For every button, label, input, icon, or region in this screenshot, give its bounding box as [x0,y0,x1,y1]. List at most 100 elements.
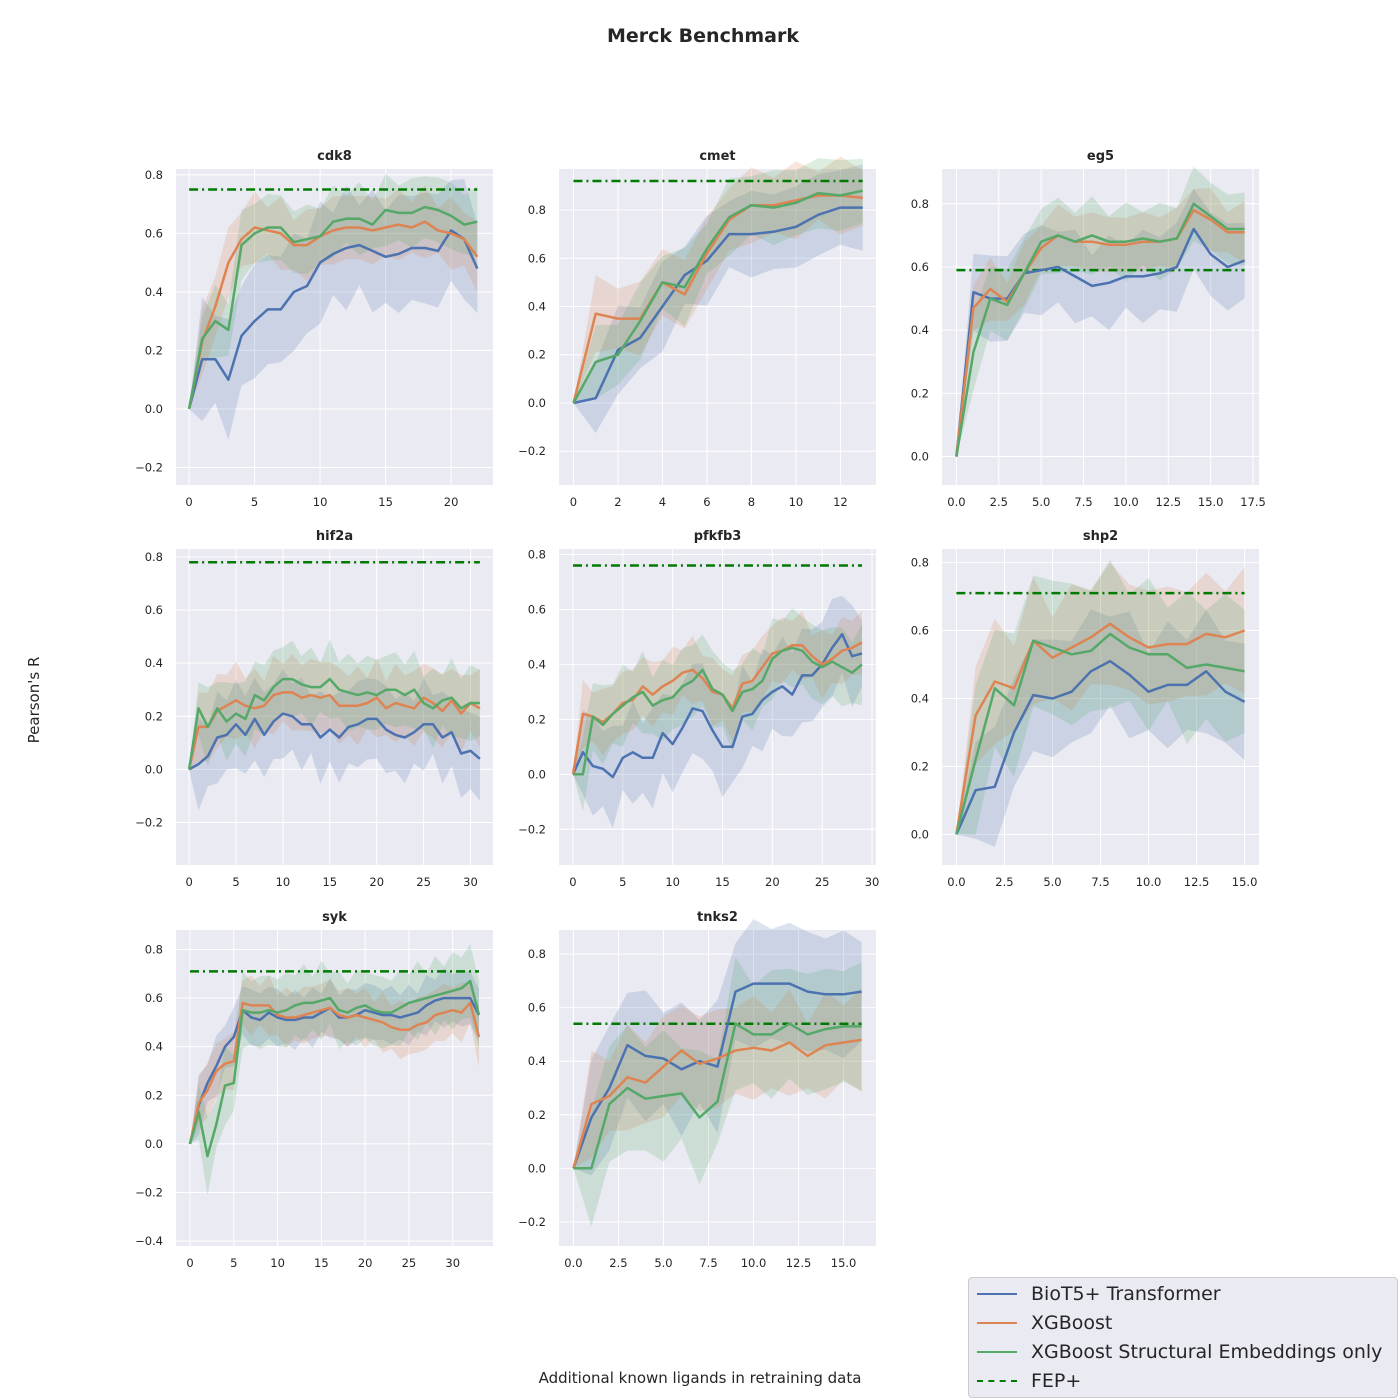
x-tick-label: 17.5 [1240,495,1266,509]
x-tick-label: 5.0 [1032,495,1050,509]
line-biot5 [187,229,479,410]
legend-label-fep: FEP+ [1031,1370,1082,1392]
plot-area [176,549,493,865]
x-tick-label: 7.5 [1074,495,1092,509]
band-xgboost [573,987,862,1169]
line-xgb-struct [573,1022,862,1170]
figure-x-axis-label: Additional known ligands in retraining d… [539,1369,862,1387]
line-xgboost [188,1001,481,1145]
y-tick-label: 0.6 [911,260,929,274]
x-tick-label: 25 [402,1256,417,1270]
y-tick-label: 0.6 [145,603,163,617]
band-xgboost [956,188,1245,457]
band-xgb-struct [189,639,480,770]
x-tick-label: 7.5 [1091,875,1109,889]
band-biot5 [189,668,480,811]
legend: BioT5+ Transformer XGBoost XGBoost Struc… [968,1277,1398,1398]
band-biot5 [956,188,1245,457]
legend-label-xgb-struct: XGBoost Structural Embeddings only [1031,1341,1383,1363]
subplot-title: shp2 [1083,529,1118,544]
x-tick-label: 8 [748,495,755,509]
x-tick-label: 5 [230,1256,237,1270]
y-tick-label: −0.2 [135,816,163,830]
x-tick-label: 10.0 [1136,875,1162,889]
x-tick-label: 10 [789,495,804,509]
x-tick-label: 15 [378,495,393,509]
y-tick-label: 0.8 [145,550,163,564]
x-tick-label: 5.0 [1043,875,1061,889]
subplot-tnks2: 0.0 2.5 5.0 7.5 10.0 12.5 15.0 −0.2 0.0 0.2 0.4 0.6… [518,910,876,1270]
band-xgb-struct [573,608,862,812]
legend-item-xgb-struct: XGBoost Structural Embeddings only [969,1338,1397,1367]
x-tick-label: 30 [865,875,880,889]
line-xgboost [572,194,863,404]
subplot-title: pfkfb3 [694,529,742,544]
y-tick-label: 0.6 [528,1001,546,1015]
y-tick-label: 0.4 [528,657,546,671]
legend-item-biot5: BioT5+ Transformer [969,1280,1397,1309]
y-tick-label: 0.8 [528,547,546,561]
line-biot5 [188,712,481,771]
x-tick-label: 5.0 [654,1256,672,1270]
line-xgb-struct [955,202,1245,457]
x-tick-label: 0.0 [564,1256,582,1270]
band-xgboost [189,654,480,770]
y-tick-label: 0.2 [145,709,163,723]
band-biot5 [573,595,862,829]
y-tick-label: 0.8 [911,556,929,570]
y-tick-label: −0.2 [135,460,163,474]
subplot-syk: 0 5 10 15 20 25 30 −0.4 −0.2 0.0 0.2 0.4 0.6 0.8 syk [135,910,493,1270]
x-tick-label: 0 [185,875,192,889]
subplot-grid: 0 5 10 15 20 −0.2 0.0 0.2 0.4 0.6 0.8 cdk8 0 2 4 6 8 10 12… [135,149,1266,1270]
x-tick-label: 0 [569,875,576,889]
subplot-title: hif2a [316,529,353,544]
y-tick-label: 0.6 [911,624,929,638]
x-tick-label: 20 [369,875,384,889]
y-tick-label: 0.4 [911,323,929,337]
x-tick-label: 4 [659,495,666,509]
y-tick-label: 0.0 [911,827,929,841]
legend-item-fep: FEP+ [969,1367,1397,1396]
band-xgb-struct [956,559,1245,835]
subplot-shp2: 0.0 2.5 5.0 7.5 10.0 12.5 15.0 0.0 0.2 0.4 0.6 0.8 s… [911,529,1259,889]
y-tick-label: 0.0 [145,762,163,776]
x-tick-label: 15 [314,1256,329,1270]
plot-area [559,549,876,865]
y-tick-label: 0.0 [528,767,546,781]
y-tick-label: 0.8 [528,947,546,961]
x-tick-label: 5 [232,875,239,889]
x-tick-label: 10 [313,495,328,509]
x-tick-label: 2.5 [609,1256,627,1270]
y-tick-label: 0.8 [911,197,929,211]
subplot-title: tnks2 [697,910,738,925]
x-tick-label: 12.5 [1184,875,1210,889]
subplot-title: eg5 [1087,149,1114,164]
subplot-eg5: 0.0 2.5 5.0 7.5 10.0 12.5 15.0 17.5 0.0 0.2 0.4 0.6… [911,149,1266,509]
y-tick-label: 0.6 [528,251,546,265]
plot-area [176,930,493,1246]
subplot-title: syk [322,910,347,925]
y-tick-label: 0.6 [145,226,163,240]
line-biot5 [955,659,1246,835]
line-xgboost [955,622,1246,835]
y-tick-label: 0.0 [528,1161,546,1175]
band-biot5 [573,164,863,434]
plot-area [559,169,876,485]
x-tick-label: 20 [444,495,459,509]
y-tick-label: 0.8 [145,168,163,182]
y-tick-label: −0.2 [518,1215,546,1229]
x-tick-label: 15 [322,875,337,889]
line-xgboost [187,691,481,770]
x-tick-label: 0 [570,495,577,509]
line-xgb-struct [955,632,1245,835]
legend-line-xgb-struct-icon [977,1351,1017,1353]
band-biot5 [189,179,478,441]
y-tick-label: 0.8 [145,942,163,956]
x-tick-label: 10 [270,1256,285,1270]
subplot-pfkfb3: 0 5 10 15 20 25 30 −0.2 0.0 0.2 0.4 0.6 0.8 pfkfb3 [518,529,879,889]
y-tick-label: −0.2 [518,444,546,458]
subplot-cdk8: 0 5 10 15 20 −0.2 0.0 0.2 0.4 0.6 0.8 cdk8 [135,149,493,509]
line-biot5 [571,632,863,779]
x-tick-label: 0 [185,495,192,509]
